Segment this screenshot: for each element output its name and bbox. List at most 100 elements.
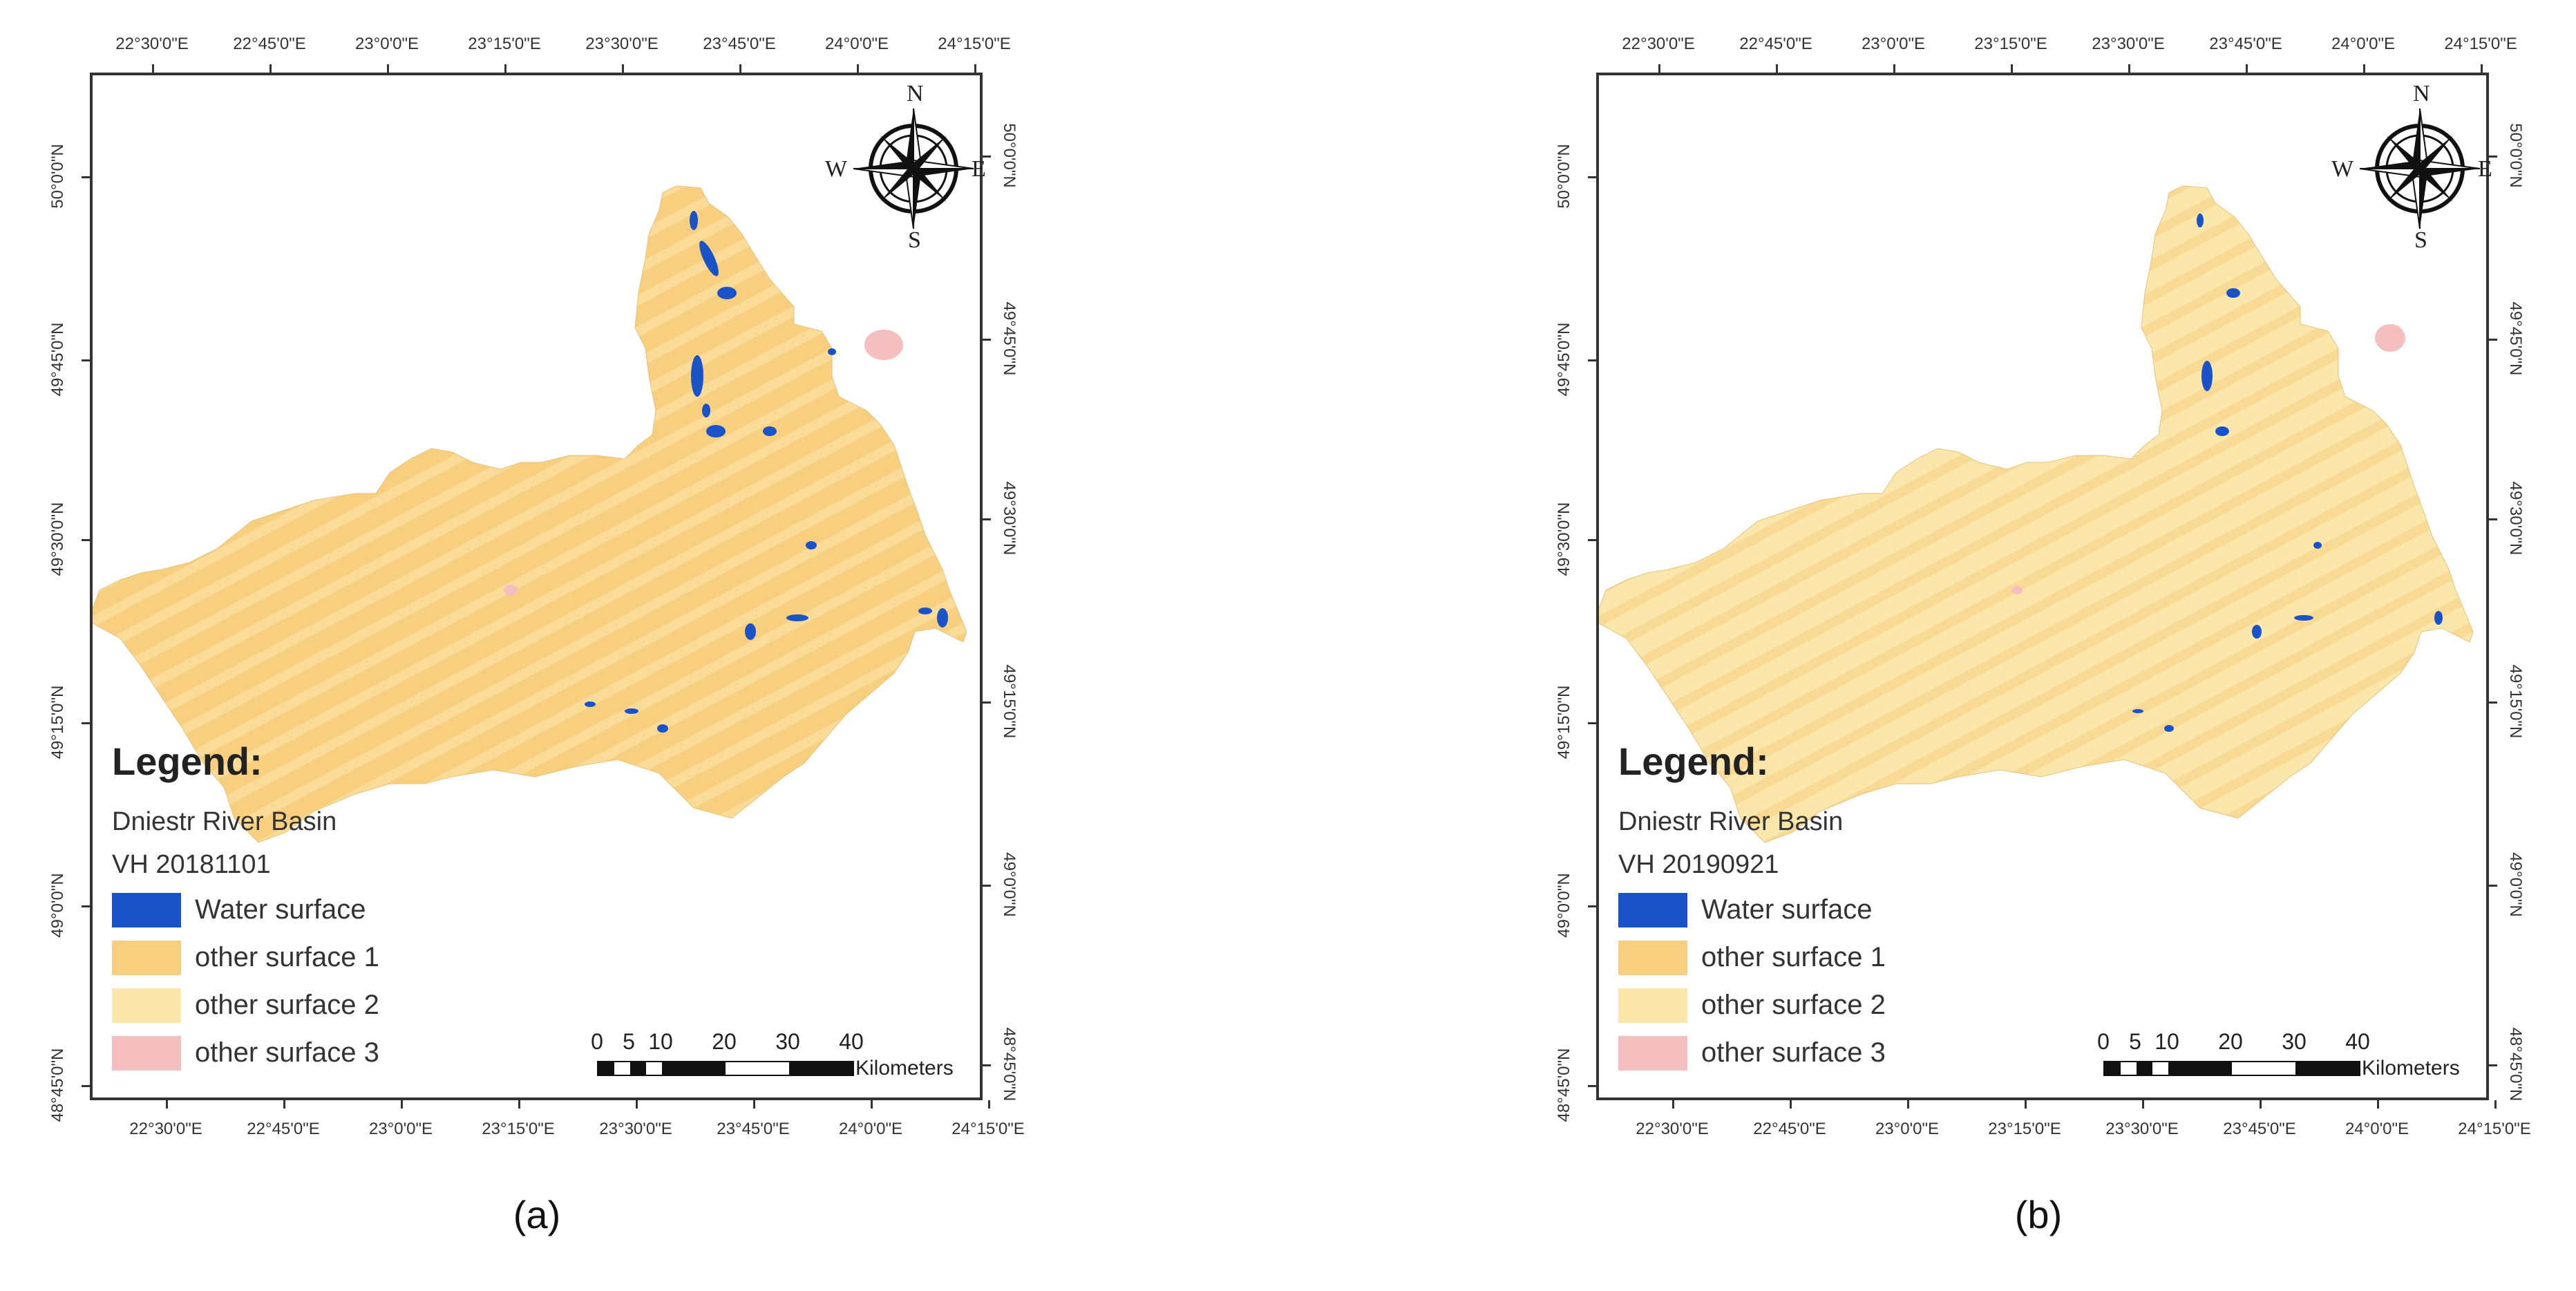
- bottom-longitude-label: 22°45'0"E: [247, 1120, 320, 1138]
- basin-shape: [1599, 185, 2474, 843]
- bottom-longitude-label: 23°15'0"E: [482, 1120, 555, 1138]
- axis-tick-mark: [2494, 1100, 2497, 1109]
- legend-swatch: [112, 1035, 181, 1071]
- basin-shape: [93, 185, 967, 843]
- scale-tick-30: 30: [2282, 1029, 2307, 1054]
- bottom-longitude-label: 24°15'0"E: [2458, 1120, 2531, 1138]
- legend-swatch: [1618, 940, 1687, 975]
- axis-tick-mark: [974, 64, 976, 73]
- bottom-longitude-label: 23°30'0"E: [599, 1120, 672, 1138]
- axis-tick-mark: [2025, 1100, 2027, 1109]
- legend-title: Legend:: [1618, 739, 1769, 783]
- axis-tick-mark: [1588, 176, 1596, 178]
- right-latitude-label: 49°15'0"N: [1000, 664, 1019, 739]
- bottom-longitude-label: 23°45'0"E: [717, 1120, 790, 1138]
- legend-item-other-3: other surface 3: [112, 1029, 379, 1077]
- scale-tick-10: 10: [648, 1029, 673, 1054]
- legend-item-water: Water surface: [1618, 886, 1886, 934]
- compass-w-label: W: [2331, 156, 2354, 182]
- legend-swatch: [112, 940, 181, 975]
- water-bodies: [585, 211, 948, 733]
- bottom-longitude-label: 22°30'0"E: [1636, 1120, 1709, 1138]
- basin-map: [1599, 185, 2474, 843]
- axis-tick-mark: [387, 64, 389, 73]
- top-longitude-label: 22°30'0"E: [115, 35, 189, 53]
- legend-swatch: [1618, 1035, 1687, 1071]
- left-latitude-label: 49°45'0"N: [1555, 322, 1573, 397]
- left-latitude-label: 48°45'0"N: [48, 1048, 67, 1122]
- scale-bar: 0 5 10 20 30 40 Kilometers: [591, 1029, 970, 1091]
- top-longitude-label: 23°15'0"E: [1974, 35, 2047, 53]
- axis-tick-mark: [82, 359, 90, 361]
- right-latitude-label: 49°45'0"N: [2506, 301, 2525, 376]
- scale-tick-0: 0: [2097, 1029, 2110, 1054]
- left-latitude-label: 49°30'0"N: [1555, 502, 1573, 576]
- map-panel-a: N S W E Legend: Dniestr River Basin VH 2…: [48, 35, 1025, 1236]
- bottom-longitude-label: 22°30'0"E: [129, 1120, 202, 1138]
- north-arrow-compass: N S W E: [2331, 81, 2492, 253]
- legend-item-label: other surface 1: [195, 942, 379, 972]
- map-panel-b: N S W E Legend: Dniestr River Basin VH 2…: [1288, 0, 2576, 1291]
- axis-tick-mark: [1776, 64, 1778, 73]
- map-legend: Legend: Dniestr River Basin VH 20181101 …: [112, 739, 379, 1077]
- left-latitude-label: 49°45'0"N: [48, 322, 67, 397]
- axis-tick-mark: [269, 64, 272, 73]
- axis-tick-mark: [753, 1100, 755, 1109]
- legend-item-water: Water surface: [112, 886, 379, 934]
- axis-tick-mark: [504, 64, 506, 73]
- scale-tick-40: 40: [839, 1029, 864, 1054]
- right-latitude-label: 48°45'0"N: [2506, 1027, 2525, 1102]
- top-longitude-label: 24°15'0"E: [938, 35, 1011, 53]
- top-longitude-label: 23°30'0"E: [2092, 35, 2165, 53]
- right-latitude-label: 49°0'0"N: [2506, 852, 2525, 917]
- axis-tick-mark: [2489, 339, 2497, 341]
- axis-tick-mark: [739, 64, 741, 73]
- legend-date-label: VH 20190921: [1618, 850, 1779, 879]
- axis-tick-mark: [2489, 885, 2497, 887]
- scale-tick-5: 5: [623, 1029, 635, 1054]
- axis-tick-mark: [983, 701, 991, 704]
- axis-tick-mark: [82, 905, 90, 907]
- left-latitude-label: 49°15'0"N: [1555, 685, 1573, 760]
- axis-tick-mark: [1588, 905, 1596, 907]
- axis-tick-mark: [2128, 64, 2130, 73]
- axis-tick-mark: [1658, 64, 1660, 73]
- top-longitude-label: 23°45'0"E: [703, 35, 776, 53]
- panel-caption: (a): [513, 1193, 561, 1236]
- right-latitude-label: 48°45'0"N: [1000, 1027, 1019, 1102]
- axis-tick-mark: [983, 518, 991, 520]
- scale-bar: 0 5 10 20 30 40 Kilometers: [2097, 1029, 2476, 1091]
- compass-e-label: E: [972, 156, 986, 182]
- right-latitude-label: 49°15'0"N: [2506, 664, 2525, 739]
- map-frame: N S W E Legend: Dniestr River Basin VH 2…: [1596, 73, 2492, 1100]
- map-frame: N S W E Legend: Dniestr River Basin VH 2…: [90, 73, 986, 1100]
- left-latitude-label: 49°0'0"N: [1555, 873, 1573, 938]
- basin-map: [93, 185, 967, 843]
- left-latitude-label: 49°15'0"N: [48, 685, 67, 760]
- bottom-longitude-label: 23°0'0"E: [1875, 1120, 1940, 1138]
- legend-item-other-1: other surface 1: [1618, 934, 1886, 981]
- legend-item-label: Water surface: [1701, 894, 1873, 925]
- legend-item-other-2: other surface 2: [112, 981, 379, 1029]
- axis-tick-mark: [983, 1064, 991, 1066]
- north-arrow-compass: N S W E: [825, 81, 986, 253]
- axis-tick-mark: [871, 1100, 873, 1109]
- bottom-longitude-label: 23°45'0"E: [2223, 1120, 2296, 1138]
- axis-tick-mark: [1907, 1100, 1909, 1109]
- compass-s-label: S: [908, 227, 921, 253]
- scale-unit: Kilometers: [855, 1057, 954, 1080]
- right-latitude-label: 50°0'0"N: [1000, 123, 1019, 188]
- axis-tick-mark: [401, 1100, 403, 1109]
- axis-tick-mark: [283, 1100, 285, 1109]
- axis-tick-mark: [2260, 1100, 2262, 1109]
- axis-tick-mark: [166, 1100, 168, 1109]
- top-longitude-label: 23°15'0"E: [468, 35, 541, 53]
- top-longitude-label: 23°0'0"E: [354, 35, 419, 53]
- axis-tick-mark: [2489, 518, 2497, 520]
- axis-tick-mark: [622, 64, 624, 73]
- legend-item-label: other surface 2: [1701, 990, 1886, 1020]
- scale-tick-20: 20: [712, 1029, 737, 1054]
- left-latitude-label: 49°30'0"N: [48, 502, 67, 576]
- legend-swatch: [1618, 892, 1687, 927]
- left-latitude-label: 50°0'0"N: [1555, 144, 1573, 209]
